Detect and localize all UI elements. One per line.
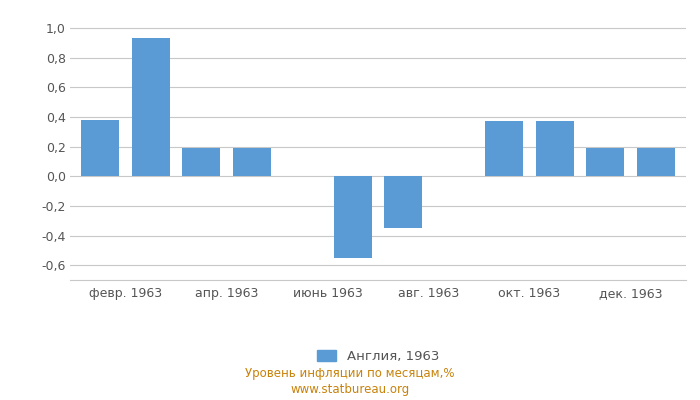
- Bar: [182, 148, 220, 176]
- Bar: [384, 176, 422, 228]
- Bar: [233, 148, 271, 176]
- Bar: [132, 38, 169, 176]
- Bar: [485, 121, 523, 176]
- Bar: [81, 120, 119, 176]
- Bar: [536, 121, 574, 176]
- Bar: [334, 176, 372, 258]
- Text: www.statbureau.org: www.statbureau.org: [290, 384, 410, 396]
- Legend: Англия, 1963: Англия, 1963: [312, 345, 444, 368]
- Bar: [637, 148, 675, 176]
- Bar: [587, 148, 624, 176]
- Text: Уровень инфляции по месяцам,%: Уровень инфляции по месяцам,%: [245, 368, 455, 380]
